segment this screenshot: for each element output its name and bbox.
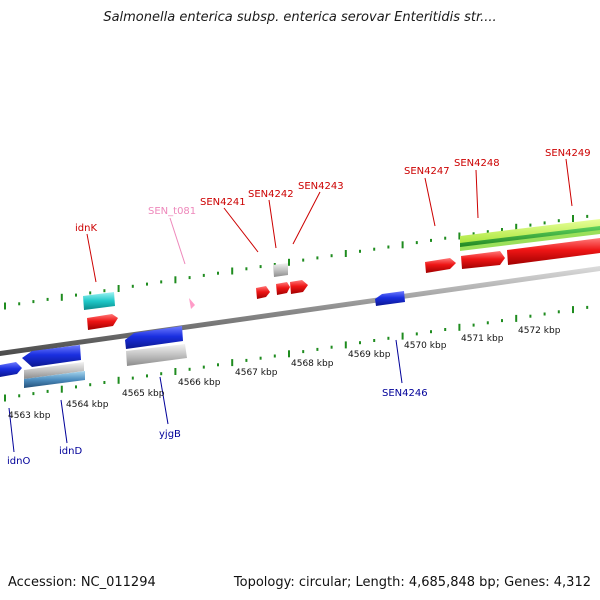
gene-idnD[interactable] (22, 345, 81, 367)
gene-SEN4246[interactable] (375, 291, 405, 306)
gene-SEN_t081-marker[interactable] (189, 298, 195, 309)
label-SEN4248[interactable]: SEN4248 (454, 158, 500, 169)
label-idnO[interactable]: idnO (7, 456, 30, 467)
outer-tick-row (4, 214, 589, 310)
scale-label: 4566 kbp (178, 378, 221, 388)
leader-SEN4248 (475, 169, 479, 219)
label-idnD[interactable]: idnD (59, 446, 82, 457)
gene-idnK[interactable] (83, 292, 115, 310)
label-SEN4249[interactable]: SEN4249 (545, 148, 591, 159)
feature-bar-lime (460, 219, 600, 244)
map-title: Salmonella enterica subsp. enterica sero… (103, 10, 496, 25)
leader-idnK (86, 233, 97, 283)
gene-idnD-grey[interactable] (24, 362, 84, 379)
gene-idnD-steel[interactable] (24, 371, 85, 388)
gene-labels-top: idnK SEN_t081 SEN4241 SEN4242 SEN4243 SE… (75, 148, 591, 234)
gene-idnO[interactable] (0, 362, 22, 377)
leader-SEN_t081 (169, 217, 186, 265)
scale-label: 4572 kbp (518, 326, 561, 336)
scale-label: 4565 kbp (122, 389, 165, 399)
leader-SEN4249 (565, 158, 573, 207)
scale-label: 4567 kbp (235, 368, 278, 378)
gene-SEN4249[interactable] (507, 238, 600, 265)
label-SEN4241[interactable]: SEN4241 (200, 197, 246, 208)
scale-label: 4563 kbp (8, 411, 51, 421)
sequence-backbone (0, 266, 600, 356)
topology-text: Topology: circular; Length: 4,685,848 bp… (233, 575, 591, 590)
leader-yjgB (159, 376, 169, 425)
inner-tick-row (4, 305, 589, 402)
leader-SEN4241 (223, 207, 259, 253)
label-SEN4247[interactable]: SEN4247 (404, 166, 450, 177)
label-idnK[interactable]: idnK (75, 223, 97, 234)
scale-label: 4571 kbp (461, 334, 504, 344)
scale-label: 4568 kbp (291, 359, 334, 369)
label-yjgB[interactable]: yjgB (159, 429, 181, 440)
accession-text: Accession: NC_011294 (8, 575, 156, 590)
gene-labels-bottom: idnO idnD yjgB SEN4246 (7, 388, 428, 467)
leader-SEN4247 (424, 177, 436, 227)
label-SEN_t081[interactable]: SEN_t081 (148, 206, 196, 217)
scale-labels: 4563 kbp 4564 kbp 4565 kbp 4566 kbp 4567… (8, 326, 561, 421)
gene-SEN4242[interactable] (276, 282, 290, 295)
gene-idnK-lower[interactable] (87, 314, 118, 330)
leader-SEN4246 (395, 339, 403, 384)
label-SEN4243[interactable]: SEN4243 (298, 181, 344, 192)
gene-SEN4247[interactable] (425, 258, 456, 273)
leader-SEN4242 (268, 199, 277, 249)
leader-idnO (8, 407, 15, 453)
scale-label: 4570 kbp (404, 341, 447, 351)
label-SEN4242[interactable]: SEN4242 (248, 189, 294, 200)
feature-bar-lightgreen (460, 230, 600, 251)
leader-idnD (60, 399, 68, 444)
gene-SEN4242-grey[interactable] (273, 263, 288, 277)
scale-label: 4564 kbp (66, 400, 109, 410)
label-SEN4246[interactable]: SEN4246 (382, 388, 428, 399)
scale-label: 4569 kbp (348, 350, 391, 360)
gene-yjgB-grey[interactable] (126, 344, 187, 366)
gene-yjgB[interactable] (125, 326, 183, 349)
gene-SEN4248[interactable] (461, 251, 505, 269)
gene-SEN4241[interactable] (256, 286, 270, 299)
gene-SEN4243[interactable] (290, 280, 308, 294)
leader-SEN4243 (292, 191, 321, 245)
